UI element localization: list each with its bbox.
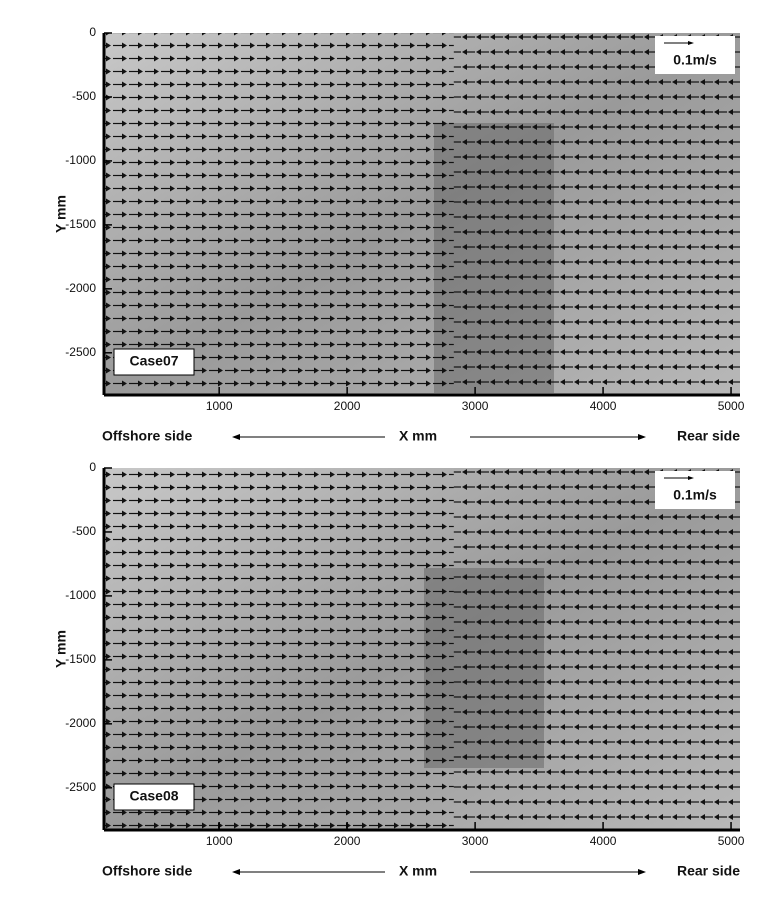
- vectors: [453, 468, 740, 830]
- arrow-head: [638, 434, 646, 440]
- vectors: [104, 468, 454, 830]
- y-tick-label: -2000: [65, 281, 96, 295]
- y-axis-label: Y mm: [53, 195, 69, 233]
- x-tick-label: 4000: [590, 834, 617, 848]
- x-tick-label: 4000: [590, 399, 617, 413]
- case-label: Case07: [129, 353, 178, 369]
- x-tick-label: 3000: [462, 834, 489, 848]
- x-left-label: Offshore side: [102, 428, 192, 444]
- y-tick-label: -1000: [65, 153, 96, 167]
- y-axis-label: Y mm: [53, 630, 69, 668]
- case-label: Case08: [129, 788, 178, 804]
- scale-box: [655, 471, 735, 509]
- x-tick-label: 5000: [718, 834, 745, 848]
- y-tick-label: -1000: [65, 588, 96, 602]
- arrow-head: [232, 869, 240, 875]
- y-tick-label: -2500: [65, 780, 96, 794]
- scale-arrow-head: [688, 41, 694, 45]
- x-tick-label: 5000: [718, 399, 745, 413]
- scale-label: 0.1m/s: [673, 52, 717, 68]
- y-tick-label: -1500: [65, 652, 96, 666]
- vectors: [104, 33, 454, 395]
- x-right-label: Rear side: [677, 863, 740, 879]
- x-axis-label: X mm: [399, 428, 437, 444]
- x-right-label: Rear side: [677, 428, 740, 444]
- scale-box: [655, 36, 735, 74]
- scale-label: 0.1m/s: [673, 487, 717, 503]
- x-left-label: Offshore side: [102, 863, 192, 879]
- x-tick-label: 1000: [206, 834, 233, 848]
- x-tick-label: 2000: [334, 399, 361, 413]
- arrow-head: [232, 434, 240, 440]
- y-tick-label: 0: [89, 25, 96, 39]
- y-tick-label: -500: [72, 89, 96, 103]
- x-tick-label: 1000: [206, 399, 233, 413]
- x-tick-label: 3000: [462, 399, 489, 413]
- x-tick-label: 2000: [334, 834, 361, 848]
- y-tick-label: -1500: [65, 217, 96, 231]
- y-tick-label: 0: [89, 460, 96, 474]
- case-box: [113, 783, 195, 811]
- y-tick-label: -2500: [65, 345, 96, 359]
- arrow-head: [638, 869, 646, 875]
- case-box: [113, 348, 195, 376]
- y-tick-label: -2000: [65, 716, 96, 730]
- x-axis-label: X mm: [399, 863, 437, 879]
- scale-arrow-head: [688, 476, 694, 480]
- vectors: [453, 33, 740, 395]
- y-tick-label: -500: [72, 524, 96, 538]
